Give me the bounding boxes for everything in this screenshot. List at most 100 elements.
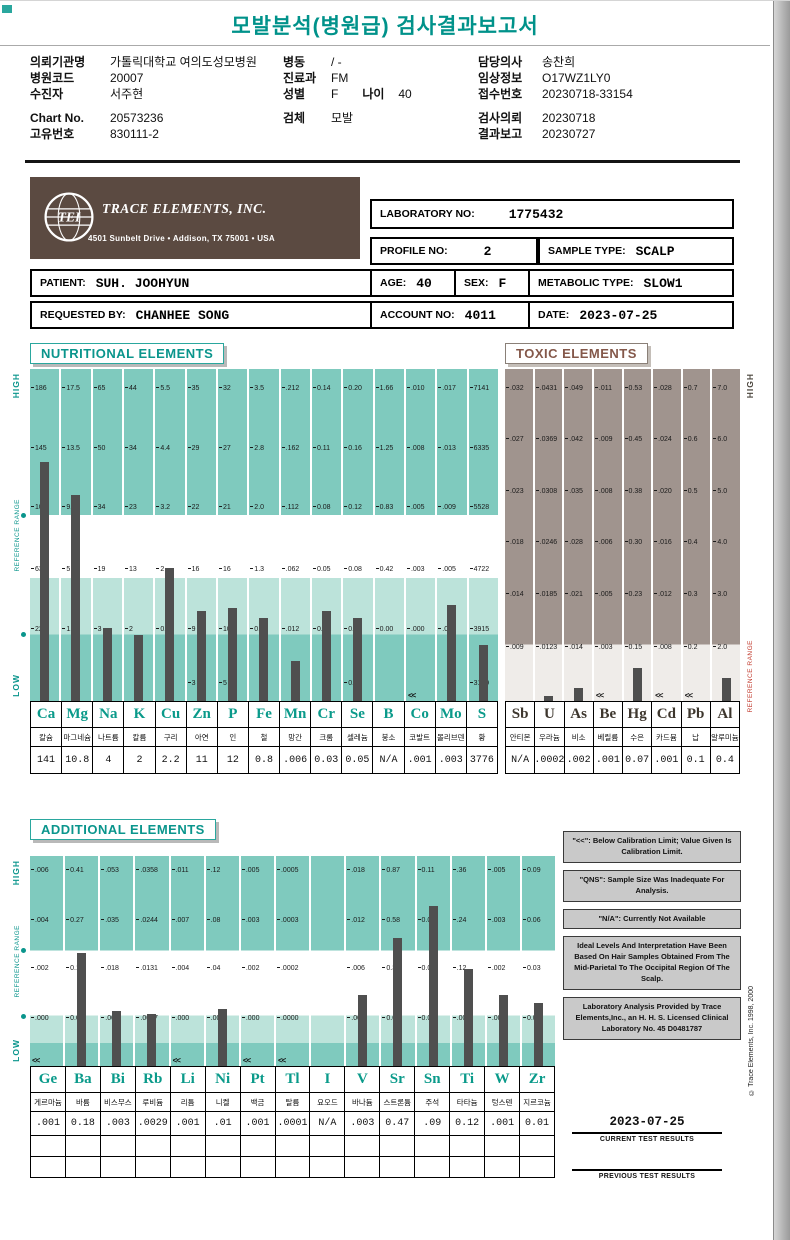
scale-label: .24 [453, 917, 467, 925]
element-value: .0002 [535, 747, 565, 774]
scale-label: 3915 [470, 626, 490, 634]
element-korean-name: 크롬 [311, 728, 343, 747]
scale-label: .0185 [536, 591, 558, 599]
section-divider [25, 160, 740, 163]
element-symbol-Pb: Pb [681, 702, 711, 728]
element-column-I [311, 856, 347, 1066]
element-value: 0.05 [342, 747, 374, 774]
scale-label: 0.53 [625, 385, 643, 393]
patient-info-row: 임상정보 O17WZ1LY0 [478, 70, 633, 86]
element-bar-V [358, 994, 368, 1066]
scale-label: 16 [188, 566, 200, 574]
scale-label: .027 [506, 436, 524, 444]
below-calibration-marker: << [407, 691, 416, 700]
element-column-P: 32 27 21 16 10 5 [217, 369, 250, 701]
scale-label: .000 [488, 1015, 506, 1023]
element-value: 3776 [466, 747, 498, 774]
scale-label: 34 [94, 504, 106, 512]
field-value: 20573236 [110, 111, 164, 125]
element-value: N/A [506, 747, 536, 774]
scale-label: .011 [595, 385, 612, 393]
scale-label: .04 [207, 965, 221, 973]
empty-cell [275, 1157, 311, 1178]
below-calibration-marker: << [595, 691, 604, 700]
scale-label: .062 [282, 566, 300, 574]
element-value: 12 [217, 747, 249, 774]
age-label: AGE: [380, 277, 407, 289]
empty-cell [240, 1136, 276, 1157]
element-symbol-Al: Al [710, 702, 740, 728]
metabolic-type-label: METABOLIC TYPE: [538, 277, 634, 289]
element-column-Ca: 1861451046322 [30, 369, 62, 701]
empty-cell [275, 1136, 311, 1157]
scale-label: .000 [407, 626, 425, 634]
element-column-B: 1.66 1.25 0.83 0.42 0.00 [374, 369, 406, 701]
scale-label: 63 [31, 566, 43, 574]
scale-label: 0.03 [523, 965, 541, 973]
element-korean-name: 구리 [155, 728, 187, 747]
element-column-Pb: 0.7 0.6 0.5 0.4 0.3 0.2 << [682, 369, 713, 701]
date-value: 2023-07-25 [579, 307, 658, 323]
scale-label: .018 [347, 867, 365, 875]
below-calibration-marker: << [242, 1056, 251, 1065]
scale-label: .0123 [536, 644, 558, 652]
scale-label: 3.2 [156, 504, 170, 512]
element-value: 0.03 [311, 747, 343, 774]
additional-axis-rail: HIGH REFERENCE RANGE LOW [8, 856, 28, 1066]
empty-cell [170, 1136, 206, 1157]
scale-label: .032 [506, 385, 524, 393]
patient-info-row: 진료과 FM [283, 70, 412, 86]
element-korean-name: 수은 [623, 728, 653, 747]
scale-label: 6.0 [713, 436, 727, 444]
element-symbol-Mg: Mg [62, 702, 94, 728]
scale-label: .005 [407, 504, 425, 512]
scale-label: .007 [172, 917, 190, 925]
scale-label: 1.66 [376, 385, 394, 393]
toxic-elements-table: Sb U As Be Hg Cd Pb Al 안티몬 우라늄 비소 베릴륨 수은 카드뮴 납 알루미늄 N/A.… [505, 701, 740, 774]
element-symbol-Rb: Rb [135, 1067, 171, 1093]
element-symbol-W: W [485, 1067, 521, 1093]
element-korean-name: 셀레늄 [342, 728, 374, 747]
empty-cell [31, 1136, 66, 1157]
element-column-Cu: 5.5 4.4 3.2 2 0.9 [155, 369, 187, 701]
scale-label: 0.08 [344, 566, 362, 574]
empty-cell [485, 1136, 521, 1157]
element-bar-Ti [463, 969, 473, 1066]
scale-label: .0431 [536, 385, 558, 393]
scale-label: 5 [62, 566, 70, 574]
viewer-corner-mark [2, 5, 12, 13]
date-label: DATE: [538, 309, 570, 321]
scale-label: .008 [407, 445, 425, 453]
scale-label: .049 [565, 385, 583, 393]
laboratory-no-value: 1775432 [508, 206, 564, 222]
scale-label: 10 [219, 626, 231, 634]
profile-no-label: PROFILE NO: [380, 245, 448, 257]
scale-label: .08 [207, 917, 221, 925]
scale-label: .0308 [536, 488, 558, 496]
field-value: 모발 [331, 111, 354, 125]
scale-label: .009 [506, 644, 524, 652]
element-symbol-Ba: Ba [65, 1067, 101, 1093]
reference-range-axis-label: REFERENCE RANGE [14, 498, 21, 572]
element-symbol-Sr: Sr [380, 1067, 416, 1093]
legend-note: "<<": Below Calibration Limit; Value Giv… [563, 831, 741, 863]
reference-range-tick [21, 1014, 26, 1019]
element-column-Zn: 35 29 22 16 9 3 [186, 369, 218, 701]
scale-label: .018 [506, 539, 524, 547]
field-value: 20230718-33154 [542, 87, 633, 101]
element-value: 4 [93, 747, 125, 774]
scale-label: .000 [242, 1015, 260, 1023]
current-test-date: 2023-07-25 [609, 1115, 685, 1129]
scale-label: .012 [282, 626, 300, 634]
empty-cell [31, 1157, 66, 1178]
empty-cell [415, 1157, 451, 1178]
scale-label: .009 [595, 436, 613, 444]
element-symbol-Pt: Pt [240, 1067, 276, 1093]
below-calibration-marker: << [684, 691, 693, 700]
scale-label: 3 [94, 626, 102, 634]
high-axis-label: HIGH [745, 373, 755, 399]
element-bar-As [573, 687, 583, 701]
element-bar-Bi [112, 1011, 122, 1066]
element-symbol-Na: Na [93, 702, 125, 728]
element-korean-name: 망간 [280, 728, 312, 747]
